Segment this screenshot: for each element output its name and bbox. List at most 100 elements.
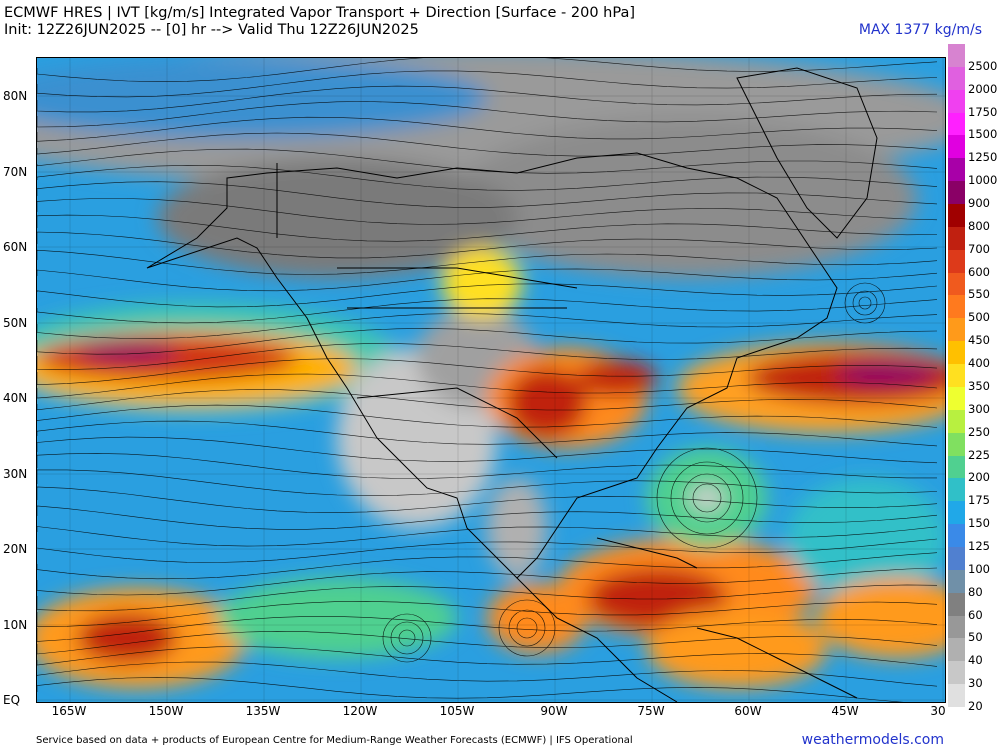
colorbar-label: 500 (968, 310, 990, 325)
colorbar-segment (948, 135, 965, 159)
circulation-ring (382, 613, 432, 663)
colorbar-label: 900 (968, 196, 990, 211)
circulation-ring (844, 282, 886, 324)
colorbar-label: 1750 (968, 104, 998, 119)
lon-label: 75W (637, 704, 665, 718)
colorbar-segment (948, 478, 965, 502)
circulation-ring (508, 609, 546, 647)
colorbar-label: 1000 (968, 173, 998, 188)
colorbar-segment (948, 158, 965, 182)
colorbar-label: 80 (968, 584, 983, 599)
colorbar-label: 30 (968, 676, 983, 691)
colorbar-label: 450 (968, 333, 990, 348)
colorbar-segment (948, 249, 965, 274)
colorbar-label: 300 (968, 401, 990, 416)
colorbar-segment (948, 295, 965, 319)
lat-label: 20N (3, 542, 28, 556)
colorbar-label: 150 (968, 516, 990, 531)
colorbar-label: 250 (968, 424, 990, 439)
colorbar-label: 100 (968, 561, 990, 576)
colorbar-segment (948, 432, 965, 456)
streamline (37, 58, 938, 702)
colorbar-segment (948, 204, 965, 228)
circulation-ring (858, 296, 872, 310)
lon-label: 105W (439, 704, 475, 718)
colorbar-label: 200 (968, 470, 990, 485)
circulation-ring (398, 629, 416, 647)
ivt-map (36, 57, 946, 703)
colorbar-segment (948, 546, 965, 571)
coastlines (146, 67, 878, 702)
lat-label: 30N (3, 467, 28, 481)
lat-label: 60N (3, 240, 28, 254)
colorbar-segment (948, 615, 965, 639)
lat-label: 50N (3, 316, 28, 330)
colorbar-label: 20 (968, 699, 983, 713)
colorbar-label: 225 (968, 447, 990, 462)
colorbar-segment (948, 89, 965, 114)
circulation-ring (656, 447, 758, 549)
lon-label: 90W (540, 704, 568, 718)
colorbar-segment (948, 66, 965, 91)
lat-label: EQ (3, 693, 21, 707)
lon-label: 45W (831, 704, 859, 718)
circulation-ring (670, 461, 744, 535)
lat-label: 40N (3, 391, 28, 405)
colorbar-segment (948, 409, 965, 434)
colorbar-segment (948, 501, 965, 525)
colorbar-segment (948, 569, 965, 594)
colorbar-segment (948, 455, 965, 479)
colorbar-segment (948, 226, 965, 251)
lat-label: 70N (3, 165, 28, 179)
chart-title: ECMWF HRES | IVT [kg/m/s] Integrated Vap… (4, 5, 636, 21)
colorbar-segment (948, 524, 965, 548)
colorbar-segment (948, 364, 965, 388)
lon-label: 150W (148, 704, 184, 718)
colorbar-label: 1250 (968, 150, 998, 165)
colorbar-label: 2000 (968, 81, 998, 96)
lon-label: 120W (342, 704, 378, 718)
colorbar-segment (948, 272, 965, 296)
data-credit: Service based on data + products of Euro… (36, 735, 633, 746)
colorbar (948, 44, 965, 708)
colorbar-segment (948, 661, 965, 685)
colorbar-label: 2500 (968, 58, 998, 73)
colorbar-segment (948, 112, 965, 136)
circulation-ring (390, 621, 424, 655)
colorbar-label: 600 (968, 264, 990, 279)
lat-label: 80N (3, 89, 28, 103)
colorbar-label: 800 (968, 218, 990, 233)
colorbar-segment (948, 318, 965, 342)
circulation-ring (498, 599, 556, 657)
graticule (37, 58, 945, 702)
colorbar-segment (948, 181, 965, 205)
colorbar-segment (948, 386, 965, 411)
max-value-label: MAX 1377 kg/m/s (858, 22, 982, 38)
site-link[interactable]: weathermodels.com (801, 732, 944, 748)
colorbar-segment (948, 44, 965, 68)
circulation-ring (516, 617, 538, 639)
lon-label: 30 (930, 704, 946, 718)
lon-label: 165W (51, 704, 87, 718)
ivt-streamlines (37, 58, 938, 702)
colorbar-label: 175 (968, 493, 990, 508)
colorbar-segment (948, 638, 965, 662)
chart-subtitle: Init: 12Z26JUN2025 -- [0] hr --> Valid T… (4, 22, 419, 38)
colorbar-label: 550 (968, 287, 990, 302)
lon-label: 60W (734, 704, 762, 718)
colorbar-label: 125 (968, 538, 990, 553)
lon-label: 135W (245, 704, 281, 718)
colorbar-label: 400 (968, 356, 990, 371)
colorbar-segment (948, 341, 965, 365)
map-canvas (37, 58, 945, 702)
ivt-shading (37, 58, 945, 688)
lat-label: 10N (3, 618, 28, 632)
colorbar-label: 1500 (968, 127, 998, 142)
colorbar-label: 350 (968, 378, 990, 393)
circulation-ring (852, 290, 878, 316)
colorbar-segment (948, 684, 965, 708)
colorbar-segment (948, 592, 965, 617)
colorbar-label: 700 (968, 241, 990, 256)
circulation-ring (692, 483, 722, 513)
circulation-ring (682, 473, 732, 523)
